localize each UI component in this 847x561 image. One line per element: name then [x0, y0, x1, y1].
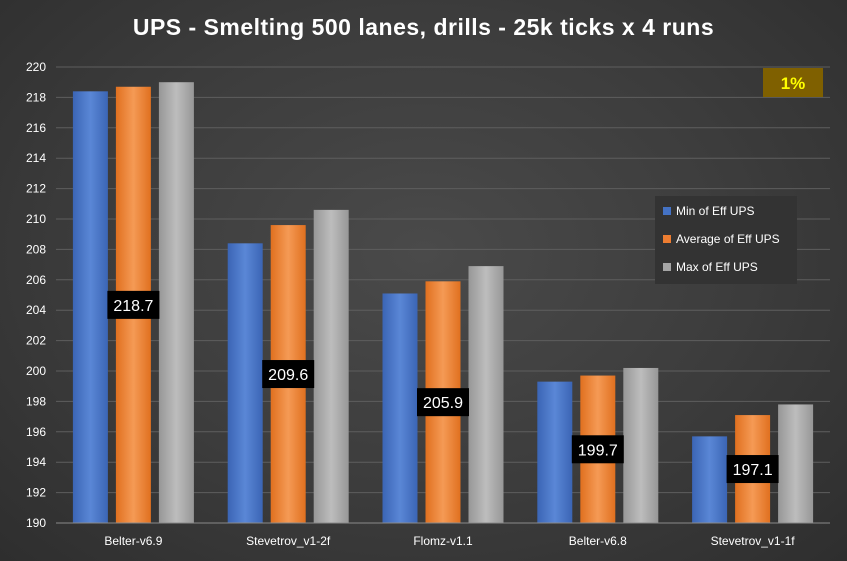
legend-swatch [663, 235, 671, 243]
y-tick-label: 204 [26, 303, 46, 317]
bar [382, 293, 418, 523]
y-tick-label: 190 [26, 516, 46, 530]
y-tick-label: 220 [26, 60, 46, 74]
y-tick-label: 200 [26, 364, 46, 378]
data-label-box [262, 360, 315, 389]
data-label: 209.6 [268, 367, 308, 384]
x-category-label: Stevetrov_v1-2f [246, 534, 331, 548]
y-tick-label: 218 [26, 90, 46, 104]
data-label: 199.7 [578, 442, 618, 459]
x-category-label: Belter-v6.9 [104, 534, 162, 548]
bar [313, 209, 349, 523]
y-tick-label: 196 [26, 425, 46, 439]
bar [537, 381, 573, 523]
legend-swatch [663, 263, 671, 271]
badge-label: 1% [781, 74, 806, 93]
bar [72, 91, 108, 523]
x-category-label: Flomz-v1.1 [413, 534, 473, 548]
data-labels: 218.7 209.6 205.9 199.7 197.1 [107, 290, 779, 484]
legend-label: Average of Eff UPS [676, 232, 780, 246]
bars [72, 82, 814, 523]
data-label: 218.7 [113, 298, 153, 315]
y-tick-label: 198 [26, 394, 46, 408]
legend-swatch [663, 207, 671, 215]
chart-title: UPS - Smelting 500 lanes, drills - 25k t… [132, 14, 715, 40]
legend: Min of Eff UPS Average of Eff UPS Max of E… [655, 196, 797, 284]
data-label-box [107, 290, 160, 319]
legend-box [655, 196, 797, 284]
bar [468, 266, 504, 523]
x-category-label: Belter-v6.8 [569, 534, 627, 548]
data-label-box [571, 435, 624, 464]
y-tick-label: 208 [26, 242, 46, 256]
y-tick-label: 212 [26, 182, 46, 196]
badge-box [763, 68, 823, 97]
data-label-box [726, 455, 779, 484]
bar [623, 367, 659, 523]
data-label-box [417, 388, 469, 417]
legend-label: Min of Eff UPS [676, 204, 754, 218]
bar [778, 404, 814, 523]
y-tick-label: 210 [26, 212, 46, 226]
y-tick-label: 206 [26, 273, 46, 287]
y-tick-label: 216 [26, 121, 46, 135]
y-tick-label: 192 [26, 486, 46, 500]
legend-label: Max of Eff UPS [676, 260, 758, 274]
data-label: 197.1 [733, 462, 773, 479]
bar [692, 436, 728, 523]
bar [227, 243, 263, 523]
data-label: 205.9 [423, 395, 463, 412]
y-tick-label: 194 [26, 455, 46, 469]
annotation-badge: 1% [763, 68, 823, 97]
x-category-label: Stevetrov_v1-1f [711, 534, 796, 548]
axes: 190 192 194 196 198 200 202 204 206 208 210 212 214 2… [26, 60, 830, 548]
bar [158, 82, 194, 523]
y-tick-label: 214 [26, 151, 46, 165]
y-tick-label: 202 [26, 334, 46, 348]
